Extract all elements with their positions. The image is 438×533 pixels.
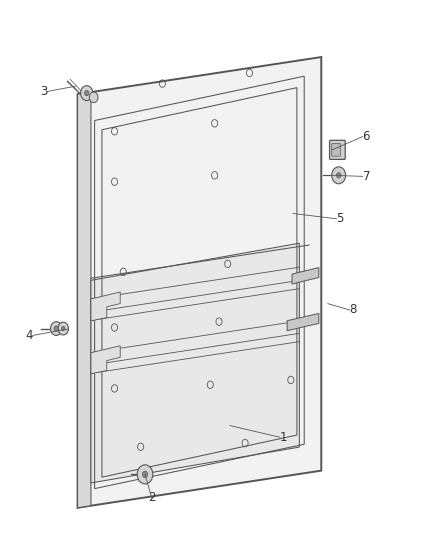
Text: 1: 1 xyxy=(280,431,287,444)
Circle shape xyxy=(332,167,346,184)
FancyBboxPatch shape xyxy=(332,143,340,156)
Polygon shape xyxy=(287,313,319,330)
Circle shape xyxy=(137,465,153,484)
Text: 2: 2 xyxy=(148,491,155,504)
Text: 5: 5 xyxy=(336,212,344,225)
Circle shape xyxy=(142,471,148,478)
Polygon shape xyxy=(91,243,299,483)
Text: 7: 7 xyxy=(363,170,370,183)
Circle shape xyxy=(54,326,58,331)
Circle shape xyxy=(89,92,98,103)
Circle shape xyxy=(81,86,93,101)
Circle shape xyxy=(50,321,62,335)
FancyBboxPatch shape xyxy=(329,140,345,159)
Text: 8: 8 xyxy=(350,303,357,317)
Circle shape xyxy=(58,322,68,335)
Circle shape xyxy=(85,91,89,96)
Circle shape xyxy=(336,173,341,178)
Polygon shape xyxy=(78,92,91,508)
Circle shape xyxy=(61,326,65,330)
Polygon shape xyxy=(292,268,319,284)
Polygon shape xyxy=(78,57,321,508)
Text: 4: 4 xyxy=(25,329,33,342)
Text: 3: 3 xyxy=(40,85,47,98)
Text: 6: 6 xyxy=(363,130,370,143)
Polygon shape xyxy=(91,292,120,321)
Polygon shape xyxy=(91,346,120,374)
